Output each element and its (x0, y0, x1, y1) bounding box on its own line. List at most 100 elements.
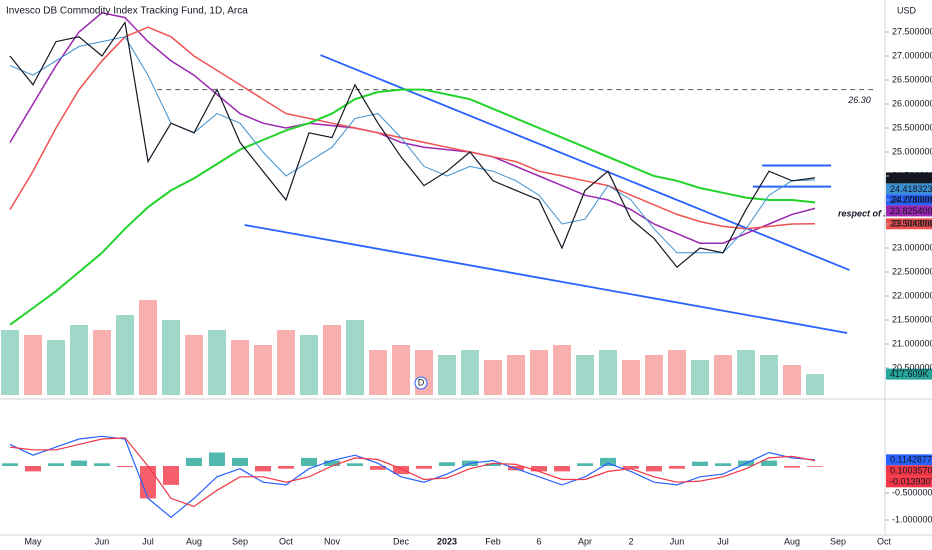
value-tag-label: 23.8254000 (890, 206, 932, 216)
x-tick-label: Sep (830, 536, 846, 546)
value-tag (886, 205, 932, 217)
value-tag-label: 0.1142877 (890, 455, 932, 465)
x-tick-label: Aug (186, 536, 202, 546)
x-tick-label: 2023 (437, 536, 457, 546)
histogram-bar (439, 462, 455, 466)
x-tick-label: Jun (670, 536, 685, 546)
histogram-bar (140, 465, 156, 499)
y-tick-label: 25.5000000 (892, 122, 932, 132)
y-tick-label: 23.0000000 (892, 242, 932, 252)
x-tick-label: Feb (485, 536, 501, 546)
y-tick-label: 20.5000000 (892, 362, 932, 372)
y-tick-label: 23.5000000 (892, 218, 932, 228)
y-tick-label: 22.0000000 (892, 290, 932, 300)
price-line (9, 20, 816, 269)
y-tick-label: -0.5000000 (892, 487, 932, 497)
histogram-bar (71, 460, 87, 466)
volume-bar (300, 335, 318, 395)
x-tick-label: Nov (324, 536, 341, 546)
histogram-bar (117, 465, 133, 468)
volume-bar (691, 360, 709, 395)
volume-bar (323, 325, 341, 395)
histogram-bar (623, 465, 639, 469)
volume-bar (208, 330, 226, 395)
value-tag (886, 183, 932, 195)
volume-bar (254, 345, 272, 395)
volume-bar (484, 360, 502, 395)
y-tick-label: 27.0000000 (892, 50, 932, 60)
histogram-bar (393, 465, 409, 475)
plot-area: 26.30 respect of 2 D (1, 11, 889, 519)
annotation: respect of 2 (838, 208, 889, 218)
histogram-bar (531, 465, 547, 472)
histogram-bar (692, 461, 708, 466)
x-tick-label: Aug (784, 536, 800, 546)
volume-bar (392, 345, 410, 395)
x-tick-label: Jul (717, 536, 729, 546)
y-tick-label: 25.0000000 (892, 146, 932, 156)
x-tick-label: 6 (536, 536, 541, 546)
histogram-bar (715, 463, 731, 466)
histogram-bar (485, 463, 501, 466)
y-tick-label: 24.0000000 (892, 194, 932, 204)
histogram-bar (646, 465, 662, 472)
histogram-bar (761, 460, 777, 466)
x-tick-label: Jul (142, 536, 154, 546)
volume-bar (185, 335, 203, 395)
value-tag-label: 24.4600000 (890, 173, 932, 183)
value-tag (886, 476, 932, 488)
histogram-bar (163, 465, 179, 485)
volume-bar (806, 374, 824, 395)
value-tag-label: 23.5043000 (890, 219, 932, 229)
histogram-bar (301, 457, 317, 466)
x-tick-label: Oct (877, 536, 892, 546)
histogram-bar (807, 465, 823, 467)
value-tag-label: 0.1003570 (890, 466, 932, 476)
y-tick-label: 21.5000000 (892, 314, 932, 324)
x-tick-label: May (24, 536, 42, 546)
volume-bar (231, 340, 249, 395)
volume-bar (277, 330, 295, 395)
volume-bar (783, 365, 801, 395)
value-tag (886, 368, 932, 380)
value-tag (886, 465, 932, 477)
histogram-bar (186, 457, 202, 466)
y-tick-label: -1.0000000 (892, 514, 932, 524)
y-tick-label: 24.5000000 (892, 170, 932, 180)
histogram-bar (784, 465, 800, 468)
x-tick-label: Oct (279, 536, 294, 546)
volume-bar (645, 355, 663, 395)
histogram-bar (577, 463, 593, 466)
histogram-bar (232, 457, 248, 466)
volume-bar (369, 350, 387, 395)
volume-bar (70, 325, 88, 395)
histogram-bar (25, 465, 41, 472)
volume-bar (461, 350, 479, 395)
trendline (244, 224, 848, 334)
histogram-bar (278, 465, 294, 469)
volume-bar (599, 350, 617, 395)
x-tick-label: 2 (628, 536, 633, 546)
trendline (320, 54, 850, 271)
x-tick-label: Dec (393, 536, 410, 546)
value-tag-label: -0.0139307 (890, 477, 932, 487)
volume-bar (622, 360, 640, 395)
y-tick-label: 26.5000000 (892, 74, 932, 84)
value-tag-label: 417.609K (890, 369, 929, 379)
value-tag (886, 454, 932, 466)
volume-bar (507, 355, 525, 395)
volume-bar (530, 350, 548, 395)
price-line (9, 36, 816, 254)
histogram-bar (2, 463, 18, 466)
level-label: 26.30 (847, 95, 871, 105)
currency-label: USD (897, 5, 917, 15)
x-tick-label: Apr (578, 536, 592, 546)
volume-bar (760, 355, 778, 395)
histogram-bar (600, 457, 616, 466)
volume-bar (1, 330, 19, 395)
volume-bar (668, 350, 686, 395)
histogram-bar (416, 465, 432, 469)
histogram-bar (669, 465, 685, 469)
value-tag (886, 172, 932, 184)
